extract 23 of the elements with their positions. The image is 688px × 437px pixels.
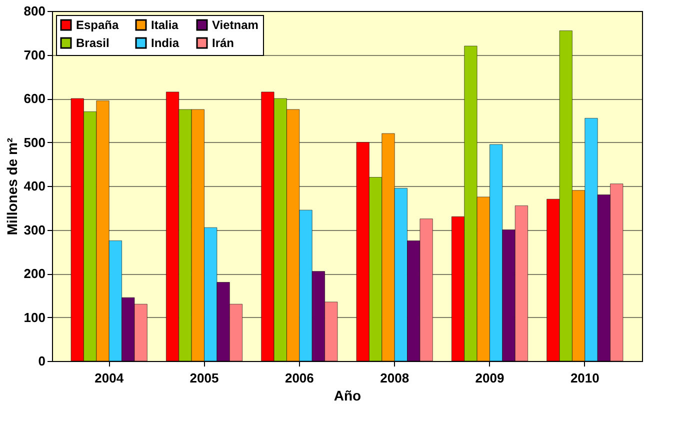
x-tick-label: 2005 [190, 370, 219, 386]
y-tick-label: 400 [24, 178, 46, 194]
y-tick-label: 100 [24, 310, 46, 325]
x-tick-label: 2008 [380, 370, 410, 386]
y-tick-label: 600 [24, 91, 46, 106]
x-tick-label: 2004 [94, 370, 124, 386]
legend-label: Vietnam [212, 18, 258, 32]
x-axis-title: Año [334, 388, 362, 404]
legend-label: España [76, 18, 120, 32]
x-tick-label: 2009 [475, 370, 504, 386]
legend-label: Italia [151, 18, 179, 32]
y-tick-label: 300 [24, 222, 46, 238]
y-tick-label: 0 [38, 354, 46, 368]
y-tick-label: 700 [24, 47, 46, 62]
y-tick-label: 800 [24, 4, 46, 18]
y-axis-title: Millones de m² [4, 138, 20, 236]
y-tick-label: 500 [24, 134, 46, 150]
legend-label: Brasil [76, 36, 110, 50]
legend-label: Irán [212, 36, 234, 50]
x-tick-label: 2006 [284, 370, 314, 386]
y-tick-label: 200 [24, 266, 46, 281]
x-tick-label: 2010 [570, 370, 600, 386]
legend-label: India [151, 36, 180, 50]
